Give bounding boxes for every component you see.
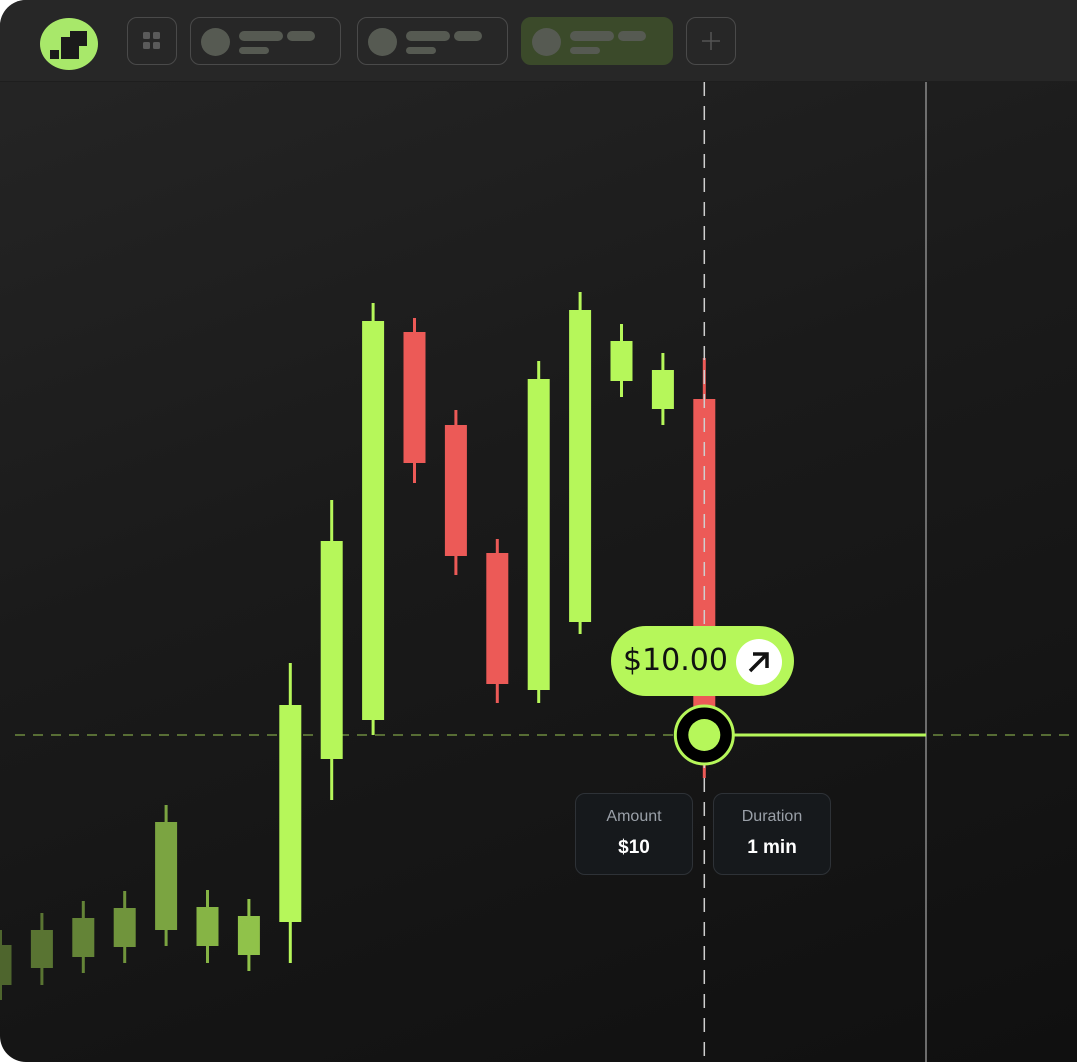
- grid-menu-button[interactable]: [127, 17, 177, 65]
- candle: [527, 361, 550, 703]
- candle-body: [527, 379, 550, 690]
- candle-body: [0, 945, 12, 985]
- candle: [569, 292, 592, 634]
- candle-body: [113, 908, 136, 947]
- candle-body: [196, 907, 219, 946]
- amount-value: $10: [618, 837, 650, 858]
- candle-body: [403, 332, 426, 463]
- asset-icon: [532, 28, 561, 56]
- add-tab-button[interactable]: [686, 17, 736, 65]
- trade-price: $10.00: [623, 643, 728, 678]
- asset-tab-2[interactable]: [357, 17, 508, 65]
- candle: [362, 303, 385, 735]
- plus-icon: [702, 32, 720, 50]
- candle-body: [237, 916, 260, 955]
- candle: [72, 901, 95, 973]
- candle-body: [651, 370, 674, 409]
- candle-body: [362, 321, 385, 720]
- candle-body: [155, 822, 178, 930]
- candle: [155, 805, 178, 946]
- candle-body: [444, 425, 467, 556]
- asset-tab-3-active[interactable]: [521, 17, 673, 65]
- candle-body: [72, 918, 95, 957]
- candle-body: [279, 705, 302, 922]
- arrow-up-right-icon: [736, 639, 782, 685]
- top-bar: [0, 0, 1077, 82]
- app-logo[interactable]: [40, 18, 98, 70]
- duration-field[interactable]: Duration 1 min: [713, 793, 831, 875]
- amount-field[interactable]: Amount $10: [575, 793, 693, 875]
- candle: [651, 353, 674, 425]
- candle-body: [610, 341, 633, 381]
- candle: [486, 539, 509, 703]
- candle: [320, 500, 343, 800]
- asset-icon: [368, 28, 397, 56]
- candle: [403, 318, 426, 483]
- trade-marker-dot: [688, 719, 721, 751]
- amount-label: Amount: [606, 808, 662, 825]
- candle: [30, 913, 53, 985]
- candle: [444, 410, 467, 575]
- candle: [196, 890, 219, 963]
- trade-price-button[interactable]: $10.00: [611, 626, 794, 696]
- candle-body: [320, 541, 343, 759]
- duration-label: Duration: [741, 808, 803, 825]
- candle-body: [486, 553, 509, 684]
- candle: [610, 324, 633, 397]
- candle-body: [569, 310, 592, 622]
- candle: [237, 899, 260, 971]
- asset-icon: [201, 28, 230, 56]
- candle: [0, 930, 12, 1000]
- candle: [279, 663, 302, 963]
- candle-body: [30, 930, 53, 968]
- grid-icon: [143, 32, 160, 49]
- candle: [113, 891, 136, 963]
- asset-tab-1[interactable]: [190, 17, 341, 65]
- duration-value: 1 min: [747, 837, 797, 858]
